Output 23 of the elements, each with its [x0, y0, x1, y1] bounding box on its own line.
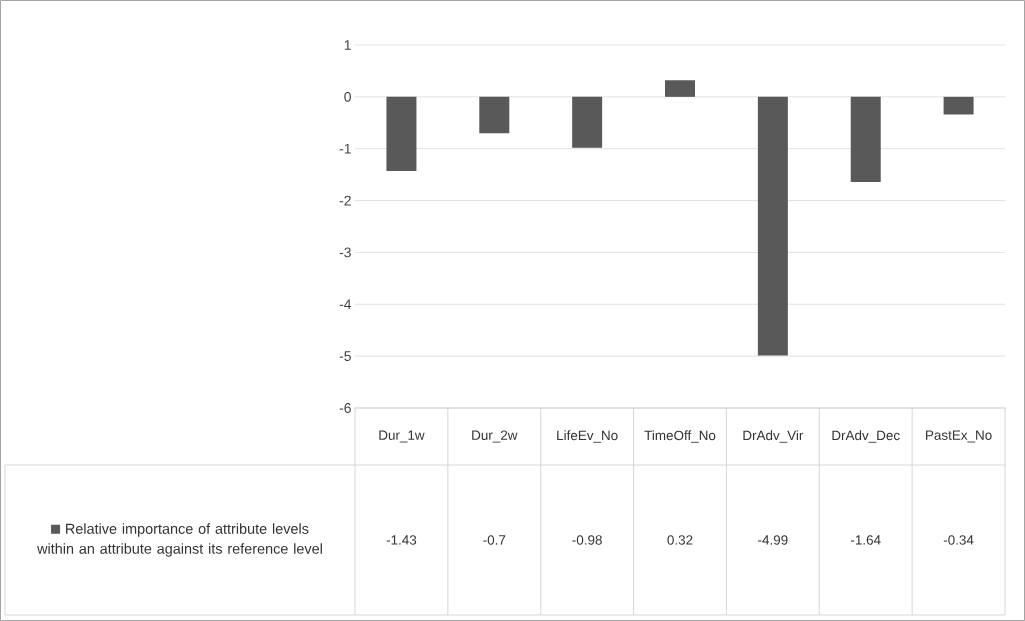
x-tick-label: PastEx_No: [926, 430, 992, 443]
x-tick-label: LifeEv_No: [557, 430, 618, 443]
x-tick-label: Dur_2w: [472, 430, 518, 443]
y-tick-label: -5: [339, 351, 351, 361]
data-label: -4.99: [758, 535, 788, 545]
y-tick-label: -2: [339, 195, 351, 206]
data-label: -0.98: [572, 535, 602, 545]
data-label: -1.43: [386, 535, 417, 545]
x-tick-label: Dur_1w: [379, 430, 425, 443]
data-label: -0.7: [483, 535, 506, 545]
y-tick-label: -4: [339, 299, 352, 310]
y-tick-label: -1: [339, 143, 351, 154]
data-label: -1.64: [850, 535, 881, 545]
data-label: 0.32: [667, 535, 693, 545]
legend-label: Relative importance of attribute levels within an attribute against its reference level: [37, 523, 322, 557]
data-label: -0.34: [943, 535, 974, 545]
x-tick-label: DrAdv_Dec: [832, 430, 900, 443]
x-tick-label: TimeOff_No: [644, 430, 716, 443]
x-tick-label: DrAdv_Vir: [743, 430, 804, 443]
y-tick-label: 0: [344, 91, 351, 102]
y-tick-label: -3: [339, 247, 351, 258]
y-tick-label: 1: [344, 40, 351, 50]
y-tick-label: -6: [339, 403, 351, 413]
